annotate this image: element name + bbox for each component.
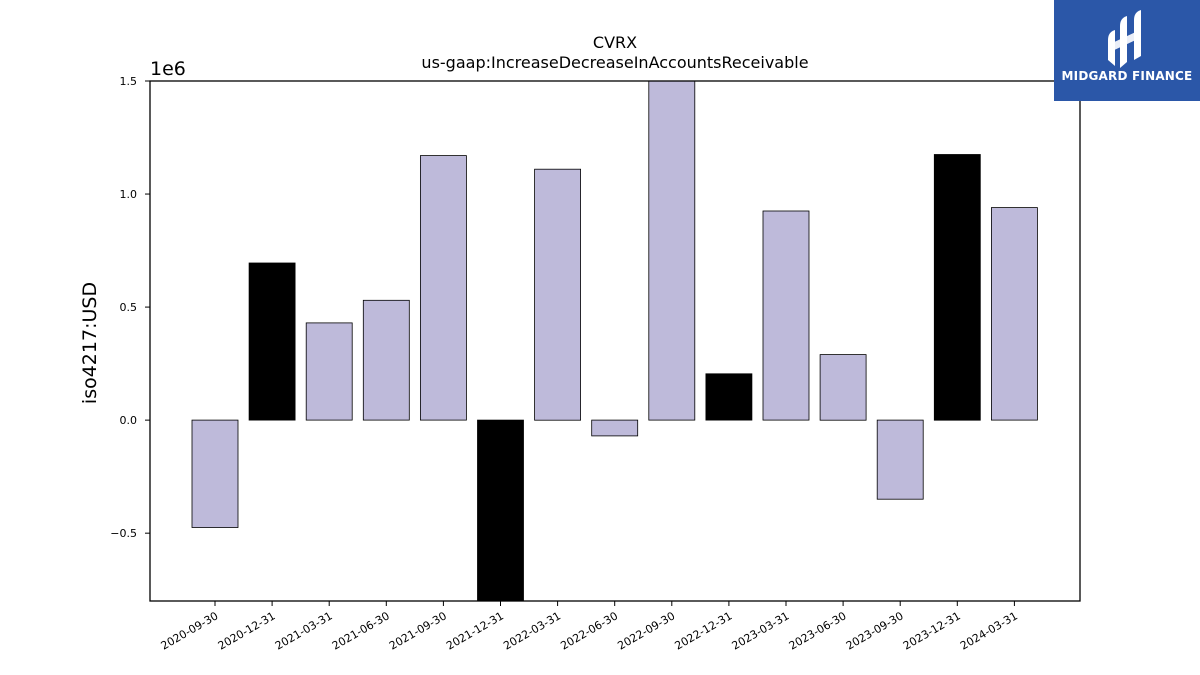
chart-subtitle: us-gaap:IncreaseDecreaseInAccountsReceiv… — [421, 53, 808, 72]
bar-2022-06-30 — [591, 419, 639, 437]
bar-2021-12-31 — [477, 419, 524, 602]
x-tick-label: 2023-12-31 — [901, 609, 963, 652]
y-axis-label: iso4217:USD — [79, 282, 101, 404]
x-tick-label: 2021-06-30 — [330, 609, 392, 652]
x-tick-label: 2021-03-31 — [273, 609, 335, 652]
y-tick-label: 0.5 — [120, 301, 138, 314]
midgard-finance-logo: MIDGARD FINANCE — [1054, 0, 1200, 101]
x-tick-label: 2021-12-31 — [444, 609, 506, 652]
x-tick-label: 2024-03-31 — [958, 609, 1020, 652]
y-axis: −0.5 0.0 0.5 1.0 1.5 — [110, 75, 150, 540]
bar-2022-03-31 — [534, 168, 581, 421]
x-axis: 2020-09-302020-12-312021-03-312021-06-30… — [159, 601, 1020, 653]
y-tick-label: 1.0 — [120, 188, 138, 201]
x-tick-label: 2020-12-31 — [216, 609, 278, 652]
y-tick-label: 0.0 — [120, 414, 138, 427]
midgard-logo-icon — [1108, 10, 1141, 68]
bars — [191, 80, 1038, 602]
x-tick-label: 2023-03-31 — [730, 609, 792, 652]
bar-2020-09-30 — [191, 419, 239, 528]
bar-2020-12-31 — [248, 262, 296, 421]
bar-2021-06-30 — [362, 299, 410, 421]
plot-frame — [149, 80, 1081, 602]
x-tick-label: 2022-12-31 — [673, 609, 735, 652]
bar-2023-12-31 — [933, 154, 981, 421]
x-tick-label: 2020-09-30 — [159, 609, 221, 652]
bar-2021-09-30 — [419, 155, 467, 421]
chart-title: CVRX — [593, 33, 637, 52]
y-tick-label: −0.5 — [110, 527, 137, 540]
x-tick-label: 2022-06-30 — [558, 609, 620, 652]
y-offset-label: 1e6 — [150, 58, 186, 80]
bar-2023-03-31 — [762, 210, 810, 421]
x-tick-label: 2023-09-30 — [844, 609, 906, 652]
bar-2023-09-30 — [876, 419, 924, 500]
bar-2023-06-30 — [819, 354, 867, 421]
bar-2024-03-31 — [991, 207, 1038, 421]
bar-2022-09-30 — [648, 80, 696, 421]
logo-text: MIDGARD FINANCE — [1061, 69, 1193, 83]
x-tick-label: 2022-03-31 — [501, 609, 563, 652]
bar-2022-12-31 — [705, 373, 753, 421]
x-tick-label: 2023-06-30 — [787, 609, 849, 652]
bar-2021-03-31 — [305, 322, 353, 421]
x-tick-label: 2022-09-30 — [615, 609, 677, 652]
y-tick-label: 1.5 — [120, 75, 138, 88]
x-tick-label: 2021-09-30 — [387, 609, 449, 652]
